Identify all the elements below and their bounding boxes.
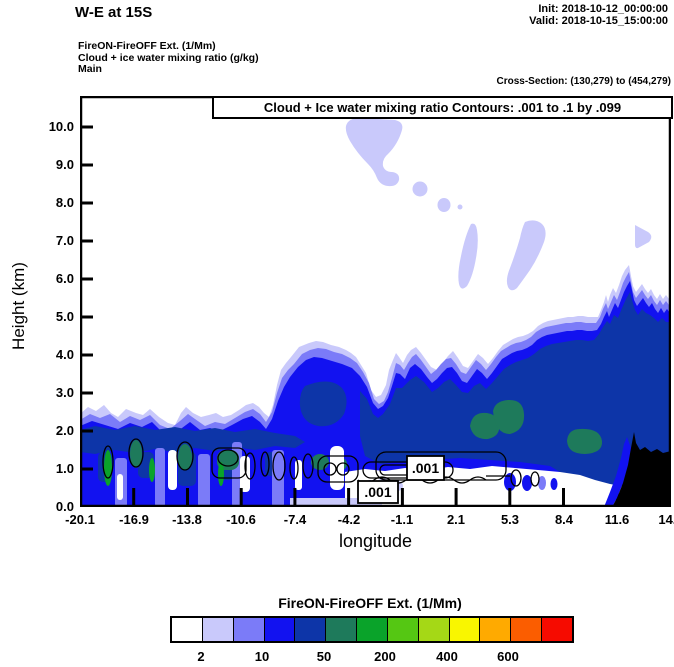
contour-label-2: .001 [357, 480, 399, 504]
colorbar-tick-label: 50 [316, 649, 332, 664]
y-tick-label: 7.0 [55, 233, 74, 248]
x-tick-label: -16.9 [119, 512, 149, 527]
colorbar-cell [202, 618, 234, 641]
y-tick-label: 5.0 [55, 309, 74, 324]
colorbar-title: FireON-FireOFF Ext. (1/Mm) [278, 595, 462, 611]
field-line-3: Main [78, 63, 102, 75]
cross-section-plot: .001 .001 [79, 95, 672, 508]
svg-text:.001: .001 [412, 460, 439, 476]
x-tick-label: -1.1 [390, 512, 414, 527]
colorbar-cell [357, 618, 388, 641]
terrain-silhouette [612, 432, 671, 507]
colorbar-cell [542, 618, 572, 641]
x-tick-label: -20.1 [65, 512, 95, 527]
contour-note-box: Cloud + Ice water mixing ratio Contours:… [212, 96, 673, 119]
init-time: Init: 2018-10-12_00:00:00 [538, 3, 668, 15]
x-tick-label: 11.6 [604, 512, 630, 527]
field-line-1: FireON-FireOFF Ext. (1/Mm) [78, 40, 216, 52]
page-title: W-E at 15S [75, 4, 153, 21]
colorbar-tick-label: 200 [374, 649, 396, 664]
colorbar-tick-label: 600 [497, 649, 519, 664]
x-tick-label: -7.4 [283, 512, 307, 527]
y-tick-label: 9.0 [55, 157, 74, 172]
y-tick-label: 0.0 [55, 499, 74, 514]
axis-ticks [80, 125, 619, 507]
colorbar-cell [233, 618, 265, 641]
colorbar-cell [295, 618, 327, 641]
y-tick-label: 8.0 [55, 195, 74, 210]
y-tick-label: 4.0 [55, 347, 74, 362]
colorbar-cell [172, 618, 203, 641]
run-times: Init: 2018-10-12_00:00:00 Valid: 2018-10… [529, 3, 668, 27]
field-description: FireON-FireOFF Ext. (1/Mm) Cloud + ice w… [78, 40, 259, 76]
x-tick-label: -13.8 [172, 512, 202, 527]
svg-text:.001: .001 [364, 484, 391, 500]
colorbar-cell [449, 618, 481, 641]
colorbar-cell [511, 618, 543, 641]
x-tick-label: 14.8 [658, 512, 674, 527]
colorbar [170, 616, 574, 643]
x-tick-label: -4.2 [337, 512, 361, 527]
colorbar-cell [480, 618, 512, 641]
colorbar-tick-label: 2 [197, 649, 205, 664]
colorbar-cell [264, 618, 296, 641]
colorbar-cell [326, 618, 358, 641]
y-tick-label: 6.0 [55, 271, 74, 286]
x-axis-title: longitude [338, 531, 413, 551]
field-line-2: Cloud + ice water mixing ratio (g/kg) [78, 51, 259, 64]
colorbar-tick-label: 10 [254, 649, 270, 664]
colorbar-cell [387, 618, 419, 641]
y-tick-label: 2.0 [55, 423, 74, 438]
y-tick-label: 1.0 [55, 461, 74, 476]
x-tick-label: 8.4 [554, 512, 574, 527]
x-tick-label: 2.1 [446, 512, 466, 527]
colorbar-cell [418, 618, 450, 641]
valid-time: Valid: 2018-10-15_15:00:00 [529, 15, 668, 27]
x-tick-label: -10.6 [226, 512, 256, 527]
y-axis-title: Height (km) [9, 262, 28, 350]
contour-plot-canvas: .001 .001 [79, 95, 672, 508]
contour-label-1: .001 [406, 455, 445, 481]
colorbar-tick-label: 400 [436, 649, 458, 664]
cross-section-info: Cross-Section: (130,279) to (454,279) [496, 76, 671, 87]
y-tick-label: 3.0 [55, 385, 74, 400]
x-tick-label: 5.3 [500, 512, 520, 527]
y-tick-label: 10.0 [48, 119, 74, 134]
